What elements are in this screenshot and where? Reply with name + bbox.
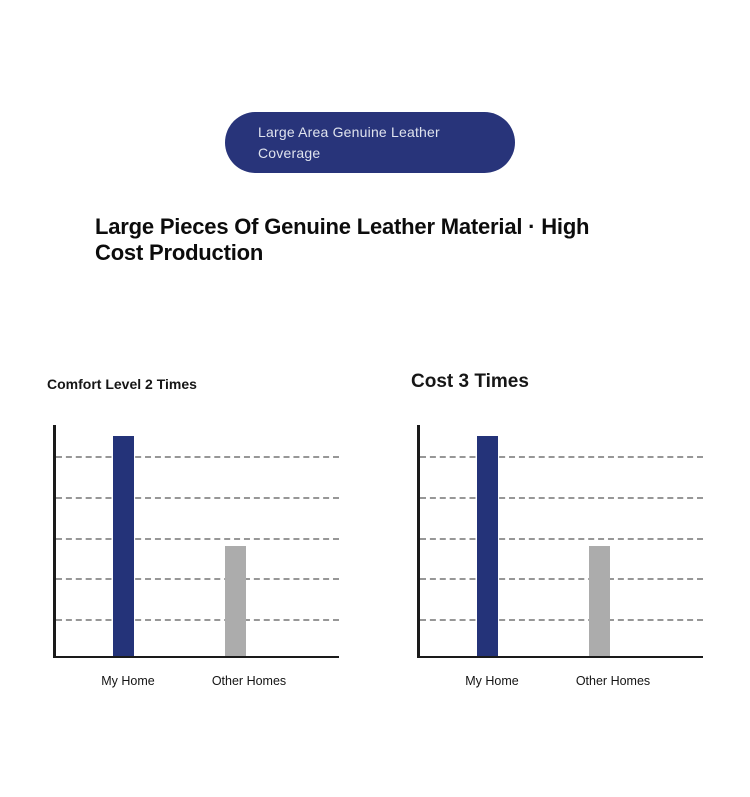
x-axis-label-my-home: My Home <box>465 674 519 688</box>
page-title-line2: Cost Production <box>95 240 264 265</box>
gridline <box>420 578 703 581</box>
gridline <box>56 496 339 499</box>
badge-text-line2: Coverage <box>258 145 321 161</box>
gridline <box>56 619 339 621</box>
comfort-level-chart: Comfort Level 2 Times My Home Other Home… <box>45 366 347 706</box>
x-axis <box>417 655 703 658</box>
gridline <box>420 456 703 458</box>
bar-my-home <box>113 436 134 656</box>
chart-title-comfort: Comfort Level 2 Times <box>47 376 197 392</box>
chart-title-cost: Cost 3 Times <box>411 371 529 392</box>
gridline <box>56 578 339 581</box>
plot-area <box>53 425 339 658</box>
page-title: Large Pieces Of Genuine Leather Material… <box>95 214 589 266</box>
y-axis <box>417 425 420 658</box>
plot-area <box>417 425 703 658</box>
gridline <box>56 456 339 458</box>
badge-text: Large Area Genuine Leather Coverage <box>258 122 440 164</box>
x-axis-label-other-homes: Other Homes <box>575 674 651 688</box>
gridline <box>420 619 703 621</box>
gridline <box>420 496 703 499</box>
badge-text-line1: Large Area Genuine Leather <box>258 124 440 140</box>
bar-other-homes <box>225 546 246 656</box>
bar-my-home <box>477 436 498 656</box>
y-axis <box>53 425 56 658</box>
bar-other-homes <box>589 546 610 656</box>
cost-chart: Cost 3 Times My Home Other Homes <box>409 366 711 706</box>
x-axis-label-other-homes: Other Homes <box>211 674 287 688</box>
x-axis <box>53 655 339 658</box>
gridline <box>56 537 339 540</box>
gridline <box>420 537 703 540</box>
leather-coverage-badge: Large Area Genuine Leather Coverage <box>225 112 515 173</box>
page-title-line1: Large Pieces Of Genuine Leather Material… <box>95 214 590 239</box>
x-axis-label-my-home: My Home <box>101 674 155 688</box>
